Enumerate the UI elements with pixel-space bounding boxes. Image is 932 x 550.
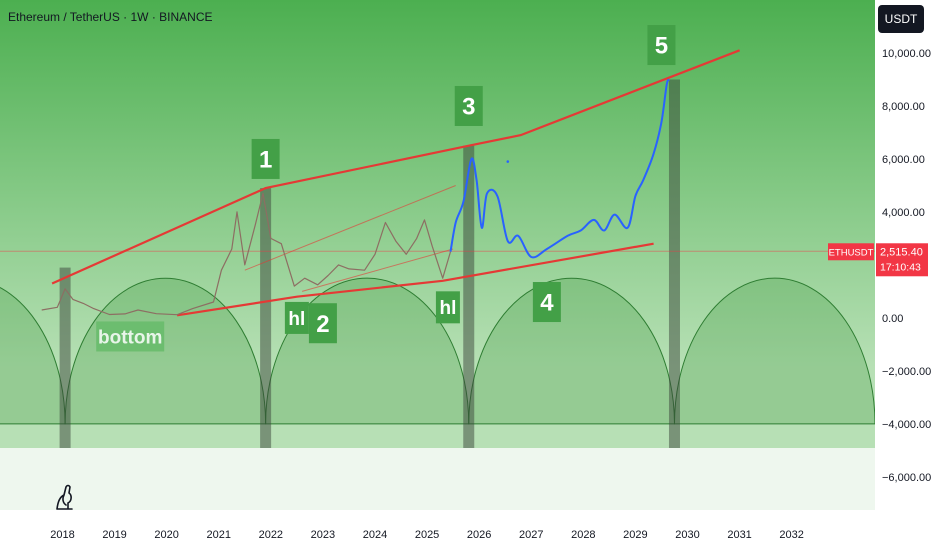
x-tick-label: 2027 (519, 529, 543, 541)
wave-label-text: 4 (540, 290, 554, 317)
y-tick-label: 10,000.00 (882, 48, 931, 60)
wave-label-box (284, 301, 309, 334)
cycle-arc (0, 286, 66, 425)
x-tick-label: 2025 (415, 529, 439, 541)
wave-label-hl: hl (284, 301, 309, 334)
wave-label-box (308, 303, 337, 344)
wave-label-text: hl (288, 309, 305, 330)
wave-label-hl: hl (435, 291, 460, 324)
x-tick-label: 2023 (311, 529, 335, 541)
cycle-arcs (0, 277, 876, 425)
channel-upper-line (244, 185, 456, 271)
plot-background (0, 0, 875, 448)
wave-label-1: 1 (251, 138, 280, 179)
price-tag-countdown: 17:10:43 (880, 261, 921, 273)
y-tick-label: 6,000.00 (882, 154, 925, 166)
price-line (41, 192, 452, 316)
symbol-title: Ethereum / TetherUS · 1W · BINANCE (8, 10, 213, 24)
price-tag-box (876, 243, 928, 277)
price-series (41, 78, 671, 316)
price-tag: ETHUSDT 2,515.40 17:10:43 (828, 243, 928, 277)
channel-lower-line (301, 248, 454, 292)
x-tick-label: 2021 (207, 529, 231, 541)
cycle-band (260, 188, 272, 449)
x-tick-label: 2029 (623, 529, 647, 541)
wave-label-text: bottom (98, 327, 162, 348)
y-tick-label: −6,000.00 (882, 472, 931, 484)
symbol-tag-text: ETHUSDT (829, 247, 874, 258)
wave-label-box (435, 291, 460, 324)
cycle-arc (468, 278, 675, 425)
cycle-band (59, 267, 71, 448)
wave-label-box (647, 25, 676, 66)
wave-label-text: 2 (316, 311, 329, 338)
wave-label-box (454, 85, 483, 126)
x-tick-label: 2028 (571, 529, 595, 541)
y-tick-label: 8,000.00 (882, 101, 925, 113)
x-tick-label: 2019 (102, 529, 126, 541)
wave-label-box (251, 138, 280, 179)
cycle-bands (59, 79, 680, 449)
wave-label-text: 3 (462, 94, 475, 121)
wave-label-bottom: bottom (96, 321, 165, 352)
price-tag-value: 2,515.40 (880, 246, 923, 258)
projection-line (449, 78, 671, 259)
wave-label-4: 4 (532, 282, 561, 323)
x-axis: 2018 2019 2020 2021 2022 2023 2024 2025 2026 2027… (0, 510, 875, 550)
wave-labels: 1 hl 2 hl 3 4 5 bottom (96, 25, 676, 352)
plot-background-lower (0, 448, 875, 510)
x-tick-label: 2024 (363, 529, 387, 541)
x-tick-label: 2031 (727, 529, 751, 541)
wave-label-box (532, 282, 561, 323)
symbol-tag (828, 243, 874, 261)
y-tick-label: −2,000.00 (882, 366, 931, 378)
y-tick-label: −4,000.00 (882, 419, 931, 431)
projection-dot (506, 160, 510, 163)
lower-trend-line (176, 242, 654, 317)
wave-label-text: 5 (655, 33, 668, 60)
upper-trend-line (51, 49, 740, 285)
wave-label-text: 1 (259, 147, 272, 174)
x-tick-label: 2020 (154, 529, 178, 541)
cycle-band (668, 79, 680, 448)
wave-label-5: 5 (647, 25, 676, 66)
x-tick-label: 2018 (50, 529, 74, 541)
wave-label-3: 3 (454, 85, 483, 126)
tradingview-logo-icon (56, 484, 73, 510)
x-tick-label: 2022 (259, 529, 283, 541)
wave-label-text: hl (439, 298, 456, 319)
cycle-arc (673, 277, 876, 425)
x-tick-label: 2032 (779, 529, 803, 541)
trend-lines (0, 49, 875, 317)
x-tick-label: 2026 (467, 529, 491, 541)
y-tick-label: 0.00 (882, 313, 903, 325)
cycle-band (463, 145, 475, 448)
x-tick-label: 2030 (675, 529, 699, 541)
currency-button[interactable]: USDT (878, 5, 924, 33)
wave-label-2: 2 (308, 303, 337, 344)
x-axis-panel (0, 510, 875, 550)
y-tick-label: 4,000.00 (882, 207, 925, 219)
wave-label-box (96, 321, 165, 352)
